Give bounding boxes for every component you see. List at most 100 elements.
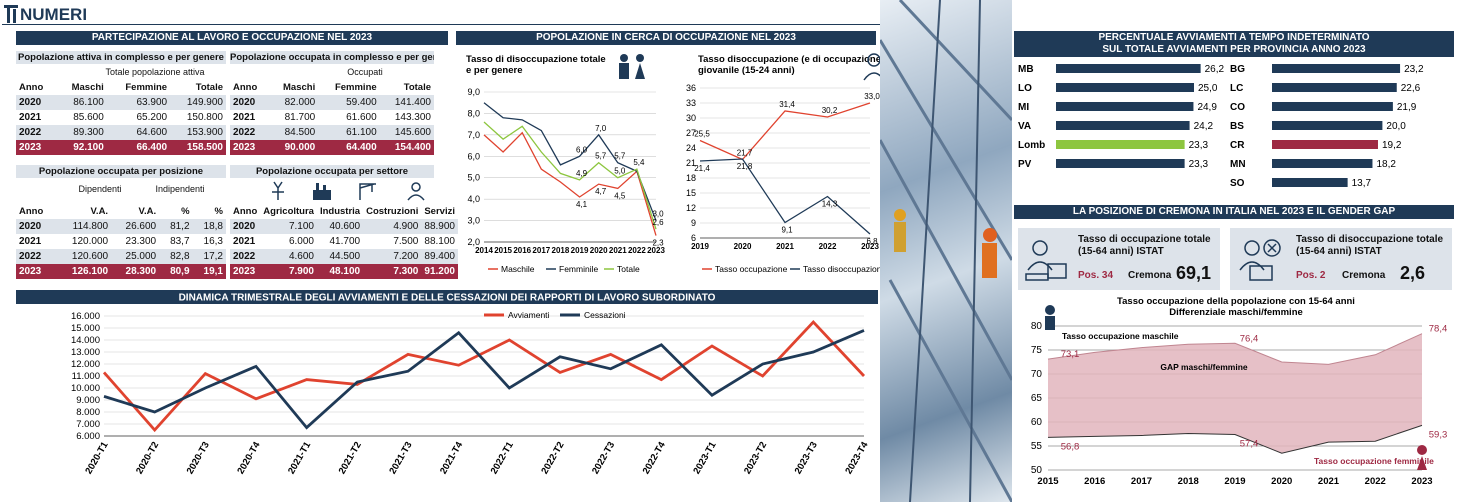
table-cell: 2021	[19, 112, 42, 123]
table-cell: 61.100	[318, 125, 380, 140]
data-label: 5,7	[614, 152, 626, 161]
column-header: %	[214, 206, 223, 217]
x-tick-label: 2019	[691, 242, 709, 251]
table-cell: 64.600	[106, 125, 171, 140]
data-label: 33,0	[864, 92, 880, 101]
table-row: 2022 89.300 64.600 153.900	[16, 125, 226, 140]
bar-value-label: 24,2	[1194, 121, 1214, 132]
column-header: Totale	[403, 82, 431, 93]
x-tick-label: 2015	[494, 246, 512, 255]
table-cell: 145.600	[379, 125, 434, 140]
table-cell: 2020	[230, 95, 269, 110]
posizione-title: Popolazione occupata per posizione	[16, 165, 226, 178]
table-cell: 141.400	[379, 95, 434, 110]
agricoltura-icon	[272, 181, 284, 200]
series-line-tasso-occupazione	[699, 102, 871, 161]
table-cell: 120.000	[71, 236, 109, 247]
x-tick-label: 2023-T1	[691, 439, 719, 476]
card-occupazione: Tasso di occupazione totale (15-64 anni)…	[1018, 228, 1220, 290]
dinamica-title-bar	[16, 290, 878, 304]
attiva-table: Anno Maschi Femmine Totale 2020 86.100 63.900 1…	[16, 80, 226, 155]
bar-category-label: LO	[1018, 83, 1032, 94]
table-cell: 7.500	[393, 236, 419, 247]
bar-value-label: 25,0	[1198, 83, 1218, 94]
table-cell: 18,8	[192, 219, 226, 234]
table-cell: 2022	[230, 249, 261, 264]
bar-value-label: 26,2	[1205, 64, 1225, 75]
table-cell: 66.400	[106, 140, 171, 155]
data-label: 31,4	[779, 100, 795, 109]
table-cell: 86.100	[56, 95, 107, 110]
bar-lomb	[1056, 140, 1185, 149]
table-row: 2021 81.700 61.600 143.300	[230, 110, 434, 125]
body-icon	[1045, 316, 1055, 330]
bar-value-label: 23,2	[1404, 64, 1424, 75]
y-tick-label: 2,0	[467, 237, 480, 247]
table-cell: 26.600	[111, 219, 160, 234]
data-label: 73,1	[1061, 349, 1080, 360]
head-icon	[1045, 305, 1055, 315]
female-figure-icon	[1417, 445, 1427, 470]
table-cell: 48.100	[316, 264, 364, 279]
table-cell: 153.900	[170, 125, 226, 140]
disocc-section-title: POPOLAZIONE IN CERCA DI OCCUPAZIONE NEL …	[456, 31, 876, 45]
head-icon	[1417, 445, 1427, 455]
series-line-tasso-disoccupazione	[699, 158, 871, 235]
x-tick-label: 2021	[776, 242, 794, 251]
y-tick-label: 14.000	[71, 335, 100, 346]
y-tick-label: 6.000	[76, 431, 100, 442]
bar-co	[1272, 102, 1393, 111]
table-cell: 88.100	[424, 236, 455, 247]
table-row: 2021 120.000 23.300 83,7 16,3	[16, 234, 226, 249]
brand-logo: NUMERI	[4, 4, 87, 24]
settore-table: Anno Agricoltura Industria Costruzioni Servi…	[230, 204, 458, 279]
table-header-row: Anno Maschi Femmine Totale	[16, 80, 226, 95]
x-tick-label: 2023	[1411, 476, 1432, 487]
x-tick-label: 2020-T1	[83, 439, 111, 476]
gender-gap-chart: Tasso occupazione della popolazione con …	[1031, 296, 1447, 487]
data-label: 30,2	[822, 106, 838, 115]
data-label: 14,3	[822, 200, 838, 209]
data-label: 56,8	[1061, 441, 1080, 452]
bar-va	[1056, 121, 1190, 130]
province-section-title: PERCENTUALE AVVIAMENTI A TEMPO INDETERMI…	[1014, 31, 1454, 57]
table-cell: 44.500	[316, 249, 364, 264]
table-cell: 2023	[16, 264, 56, 279]
chart-subtitle: Differenziale maschi/femmine	[1169, 307, 1303, 318]
male-figure-icon	[1045, 305, 1055, 330]
card2-title2: (15-64 anni) ISTAT	[1296, 246, 1382, 257]
table-cell: 17,2	[192, 249, 226, 264]
bar-mi	[1056, 102, 1194, 111]
card2-city: Cremona	[1342, 270, 1386, 281]
table-cell: 149.900	[170, 95, 226, 110]
column-header: V.A.	[90, 206, 109, 217]
posizione-group-indipendenti: Indipendenti	[155, 184, 205, 194]
column-header: Anno	[233, 206, 258, 217]
brand-mark-icon	[4, 5, 18, 23]
table-cell: 114.800	[55, 219, 112, 234]
x-tick-label: 2023	[647, 246, 665, 255]
data-label: 6,0	[576, 145, 588, 154]
couple-icon	[619, 54, 645, 79]
table-cell: 2020	[16, 95, 57, 110]
x-tick-label: 2018	[1178, 476, 1199, 487]
bar-value-label: 24,9	[1197, 102, 1217, 113]
table-cell: 28.300	[111, 264, 160, 279]
legend-label: Cessazioni	[584, 310, 626, 320]
series-line-maschile	[483, 131, 657, 236]
x-tick-label: 2021-T3	[387, 440, 414, 476]
x-tick-label: 2023	[861, 242, 879, 251]
y-tick-label: 9.000	[76, 395, 100, 406]
x-tick-label: 2021	[1318, 476, 1340, 487]
body-icon	[619, 63, 629, 79]
table-cell: 19,1	[192, 264, 226, 279]
bar-category-label: VA	[1018, 121, 1031, 132]
y-tick-label: 80	[1031, 321, 1043, 332]
y-tick-label: 50	[1031, 465, 1043, 476]
column-header: V.A.	[138, 206, 157, 217]
bar-category-label: CO	[1230, 102, 1245, 113]
bar-cr	[1272, 140, 1378, 149]
legend-label: Maschile	[501, 264, 535, 274]
card1-city: Cremona	[1128, 270, 1172, 281]
